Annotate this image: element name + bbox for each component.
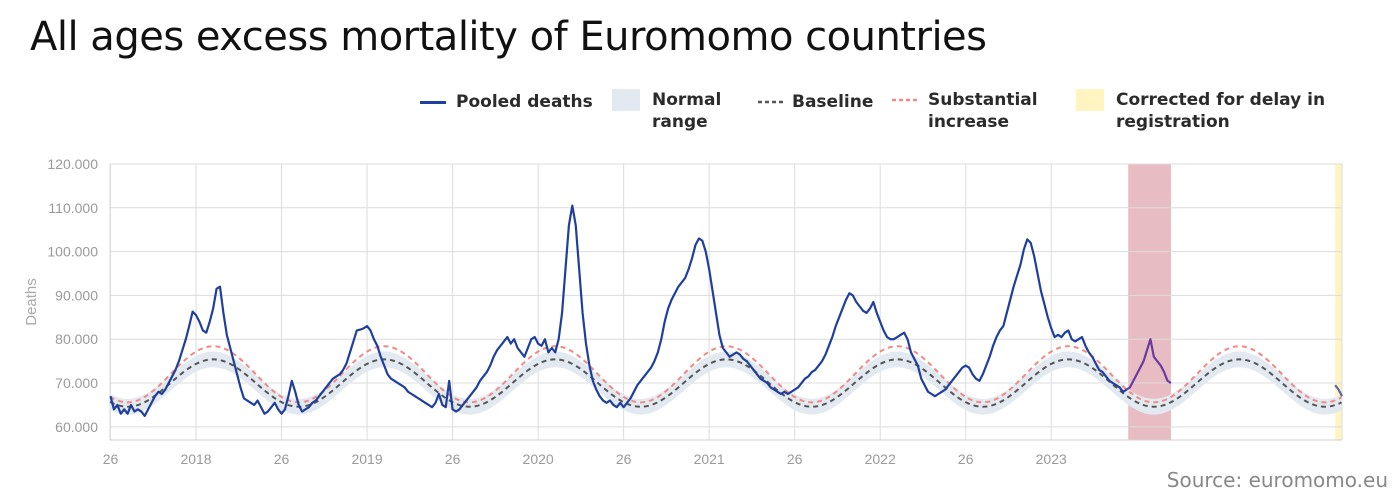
legend-corrected-line2: registration: [1116, 112, 1230, 132]
baseline-swatch: [758, 100, 784, 104]
x-tick-label: 2019: [351, 451, 382, 467]
corrected-deaths-line: [1334, 384, 1343, 397]
y-tick-label: 60.000: [55, 419, 98, 435]
y-axis-label: Deaths: [23, 278, 40, 326]
corrected-swatch: [1076, 89, 1104, 111]
x-tick-label: 26: [616, 451, 632, 467]
x-tick-label: 26: [103, 451, 119, 467]
legend-label-pooled: Pooled deaths: [456, 92, 593, 112]
normal-swatch: [612, 89, 640, 111]
pooled-deaths-line: [1125, 338, 1172, 391]
y-tick-label: 80.000: [55, 331, 98, 347]
legend-substantial-line1: Substantial: [928, 90, 1038, 110]
corrected-band: [1335, 164, 1342, 440]
source-label: Source: euromomo.eu: [1166, 468, 1388, 492]
substantial-increase-line: [109, 345, 1342, 404]
baseline-line: [109, 358, 1342, 408]
legend-item-pooled[interactable]: Pooled deaths: [420, 91, 593, 113]
legend-label-corrected: Corrected for delay in registration: [1116, 89, 1325, 133]
legend-normal-line1: Normal: [652, 90, 722, 110]
legend-corrected-line1: Corrected for delay in: [1116, 90, 1326, 110]
x-tick-label: 26: [787, 451, 803, 467]
x-tick-label: 2022: [865, 451, 896, 467]
y-tick-label: 70.000: [55, 375, 98, 391]
pooled-deaths-line: [109, 204, 1128, 418]
x-tick-label: 2021: [694, 451, 725, 467]
x-tick-label: 26: [274, 451, 290, 467]
legend-label-baseline: Baseline: [792, 92, 874, 112]
x-tick-label: 26: [445, 451, 461, 467]
legend-item-baseline[interactable]: Baseline: [756, 91, 873, 113]
x-tick-label: 2020: [523, 451, 554, 467]
legend-label-substantial: Substantial increase: [928, 89, 1038, 133]
legend-label-normal: Normal range: [652, 89, 721, 133]
y-tick-label: 100.000: [47, 244, 98, 260]
y-tick-label: 90.000: [55, 287, 98, 303]
legend-substantial-line2: increase: [928, 112, 1010, 132]
legend-item-normal[interactable]: Normal range: [612, 89, 721, 133]
x-tick-label: 2018: [180, 451, 211, 467]
y-tick-label: 110.000: [48, 200, 98, 216]
legend-item-substantial[interactable]: Substantial increase: [890, 89, 1038, 133]
y-tick-label: 120.000: [47, 156, 98, 172]
substantial-swatch: [892, 98, 920, 102]
legend-item-corrected[interactable]: Corrected for delay in registration: [1076, 89, 1325, 133]
x-tick-label: 2023: [1036, 451, 1067, 467]
legend: Pooled deaths Normal range Baseline Subs…: [0, 0, 1400, 150]
chart-title: All ages excess mortality of Euromomo co…: [30, 14, 987, 60]
x-tick-label: 26: [958, 451, 974, 467]
pooled-swatch: [420, 101, 446, 104]
legend-normal-line2: range: [652, 112, 708, 132]
